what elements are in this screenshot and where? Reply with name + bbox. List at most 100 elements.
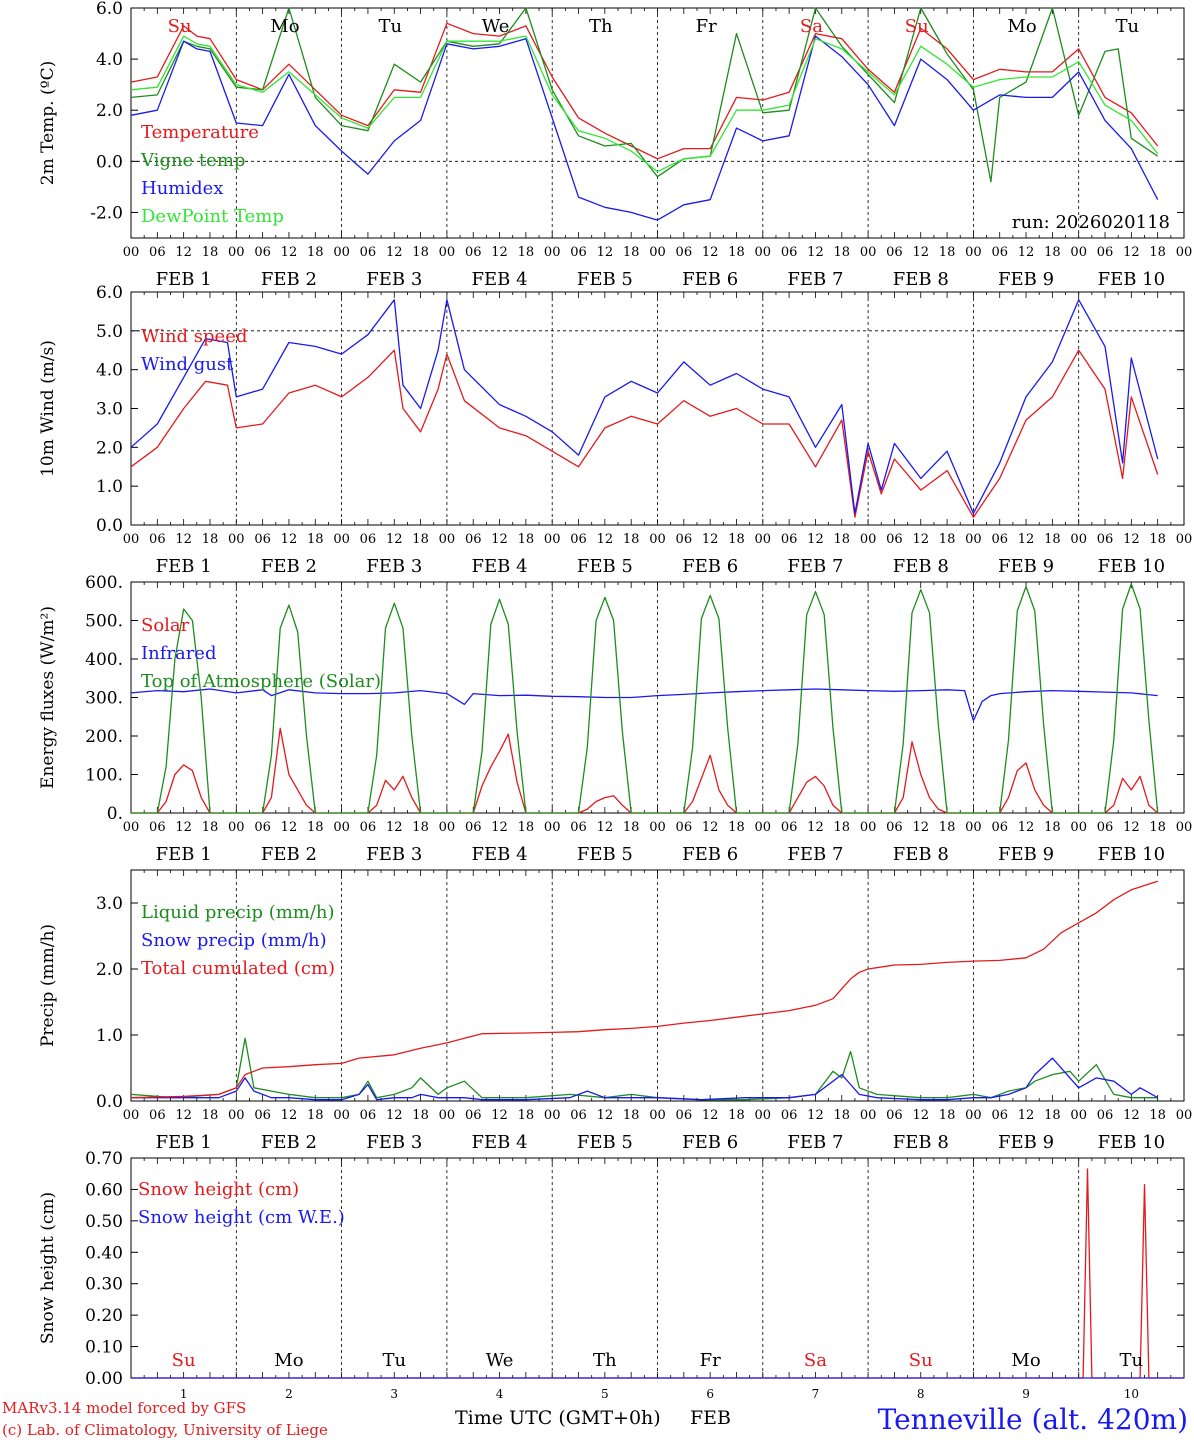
- hour-label: 00: [1176, 532, 1193, 547]
- panel-5: 0.70 0.60 0.50 0.40 0.30 0.20 0.10 0.00 Snow hei…: [38, 1149, 1185, 1401]
- hour-label: 12: [491, 820, 508, 835]
- hour-label: 18: [1044, 1108, 1061, 1123]
- date-label: FEB 6: [682, 844, 738, 865]
- hour-label: 12: [912, 1108, 929, 1123]
- hour-label: 18: [728, 1108, 745, 1123]
- hour-label: 18: [412, 532, 429, 547]
- y-tick-label: 0.30: [85, 1275, 123, 1295]
- series-line: [131, 583, 1159, 814]
- legend-entry: DewPoint Temp: [141, 206, 284, 227]
- hour-label: 06: [1097, 820, 1114, 835]
- date-label: FEB 1: [156, 1132, 212, 1153]
- hour-label: 12: [807, 245, 824, 260]
- hour-label: 06: [360, 1108, 377, 1123]
- date-label: FEB 6: [682, 1132, 738, 1153]
- hour-label: 06: [149, 1108, 166, 1123]
- y-tick-label: 5.0: [96, 322, 123, 342]
- y-axis-label: Energy fluxes (W/m²): [38, 606, 58, 789]
- y-tick-label: 1.0: [96, 1026, 123, 1046]
- date-label: FEB 10: [1098, 1132, 1165, 1153]
- hour-label: 12: [1123, 245, 1140, 260]
- hour-label: 00: [755, 820, 772, 835]
- hour-label: 12: [175, 245, 192, 260]
- series-line: [130, 35, 1159, 173]
- hour-label: 12: [807, 820, 824, 835]
- weekday-label: Sa: [804, 1350, 827, 1371]
- hour-label: 06: [149, 245, 166, 260]
- hour-label: 18: [728, 820, 745, 835]
- hour-label: 06: [781, 245, 798, 260]
- hour-label: 00: [333, 245, 350, 260]
- series-line: [130, 299, 1159, 515]
- weekday-label: Mo: [1007, 16, 1036, 37]
- series-line: [130, 7, 1159, 183]
- hour-label: 18: [307, 1108, 324, 1123]
- hour-label: 12: [1018, 245, 1035, 260]
- date-label: FEB 7: [787, 1132, 843, 1153]
- weekday-label: We: [486, 1350, 514, 1371]
- hour-label: 00: [439, 532, 456, 547]
- hour-label: 18: [728, 532, 745, 547]
- hour-label: 06: [991, 1108, 1008, 1123]
- y-tick-label: 3.0: [96, 400, 123, 420]
- hour-label: 18: [1149, 532, 1166, 547]
- hour-label: 18: [412, 820, 429, 835]
- hour-label: 18: [939, 820, 956, 835]
- hour-label: 06: [991, 245, 1008, 260]
- weekday-label: Mo: [270, 16, 299, 37]
- legend-entry: Infrared: [141, 643, 216, 664]
- hour-label: 18: [728, 245, 745, 260]
- date-label: FEB 8: [893, 269, 949, 290]
- legend-entry: Temperature: [141, 122, 259, 143]
- hour-label: 06: [991, 820, 1008, 835]
- hour-label: 12: [281, 820, 298, 835]
- hour-label: 18: [834, 820, 851, 835]
- hour-label: 00: [860, 1108, 877, 1123]
- day-number: 9: [1022, 1387, 1030, 1401]
- weekday-label: Tu: [378, 16, 402, 37]
- date-label: FEB 4: [472, 269, 528, 290]
- date-label: FEB 9: [998, 1132, 1054, 1153]
- hour-label: 18: [939, 1108, 956, 1123]
- date-label: FEB 1: [156, 269, 212, 290]
- hour-label: 00: [333, 532, 350, 547]
- hour-label: 18: [307, 820, 324, 835]
- hour-label: 12: [597, 1108, 614, 1123]
- hour-label: 12: [491, 1108, 508, 1123]
- date-label: FEB 5: [577, 556, 633, 577]
- hour-label: 00: [965, 245, 982, 260]
- y-tick-label: 6.0: [96, 283, 123, 303]
- hour-label: 12: [702, 1108, 719, 1123]
- hour-label: 18: [623, 820, 640, 835]
- y-tick-label: -2.0: [90, 203, 123, 223]
- hour-label: 06: [465, 532, 482, 547]
- date-label: FEB 3: [366, 269, 422, 290]
- hour-label: 12: [807, 532, 824, 547]
- y-tick-label: 0.10: [85, 1338, 123, 1358]
- date-label: FEB 10: [1098, 269, 1165, 290]
- hour-label: 18: [518, 1108, 535, 1123]
- hour-label: 18: [1044, 820, 1061, 835]
- hour-label: 18: [307, 532, 324, 547]
- weekday-label: Th: [589, 16, 613, 37]
- hour-label: 18: [518, 532, 535, 547]
- hour-label: 06: [1097, 532, 1114, 547]
- hour-label: 00: [123, 532, 140, 547]
- hour-label: 00: [228, 245, 245, 260]
- weekday-label: Sa: [800, 16, 823, 37]
- series-line: [130, 688, 1158, 722]
- hour-label: 00: [544, 1108, 561, 1123]
- hour-label: 12: [1018, 1108, 1035, 1123]
- y-axis-label: Snow height (cm): [38, 1192, 58, 1344]
- hour-label: 12: [912, 532, 929, 547]
- y-axis-label: Precip (mm/h): [38, 924, 58, 1047]
- hour-label: 00: [649, 532, 666, 547]
- date-label: FEB 2: [261, 1132, 317, 1153]
- date-label: FEB 3: [366, 844, 422, 865]
- date-label: FEB 1: [156, 844, 212, 865]
- hour-label: 12: [386, 1108, 403, 1123]
- hour-label: 00: [544, 245, 561, 260]
- hour-label: 00: [123, 820, 140, 835]
- y-tick-label: 2.0: [96, 438, 123, 458]
- hour-label: 06: [886, 1108, 903, 1123]
